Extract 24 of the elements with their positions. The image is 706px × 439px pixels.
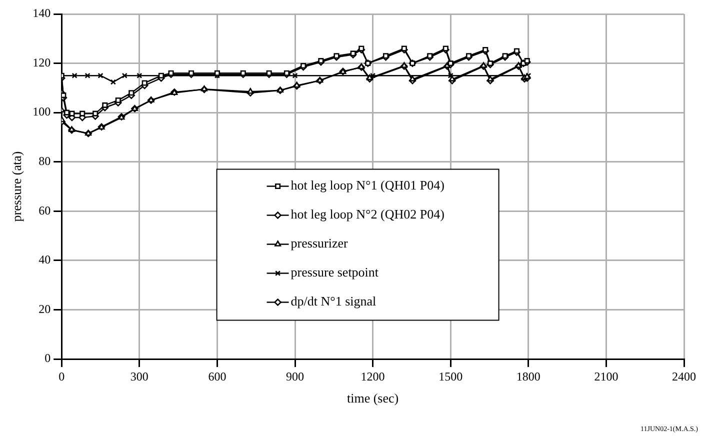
legend-label: hot leg loop N°2 (QH02 P04) (290, 206, 444, 222)
legend-label: hot leg loop N°1 (QH01 P04) (290, 178, 444, 193)
y-tick-label: 0 (44, 351, 51, 366)
x-tick-label: 600 (208, 369, 226, 384)
y-axis-title: pressure (ata) (9, 151, 24, 222)
x-tick-label: 2100 (594, 369, 618, 384)
y-tick-label: 120 (32, 55, 51, 70)
x-tick-label: 1200 (360, 369, 385, 384)
legend-label: pressure setpoint (290, 264, 379, 280)
x-tick-label: 0 (58, 369, 65, 384)
y-tick-label: 80 (38, 154, 51, 168)
y-tick-label: 20 (38, 302, 51, 316)
y-tick-label: 60 (38, 203, 51, 218)
x-tick-label: 1800 (516, 369, 540, 384)
x-tick-label: 900 (286, 369, 304, 384)
legend-label: dp/dt N°1 signal (290, 294, 377, 309)
legend-label: pressurizer (290, 236, 348, 251)
x-axis-title: time (sec) (346, 390, 399, 406)
y-tick-label: 140 (32, 6, 51, 20)
y-tick-label: 100 (32, 104, 51, 119)
x-tick-label: 300 (130, 369, 148, 384)
x-tick-label: 2400 (672, 369, 696, 384)
y-tick-label: 40 (38, 252, 51, 267)
x-tick-label: 1500 (438, 369, 463, 384)
